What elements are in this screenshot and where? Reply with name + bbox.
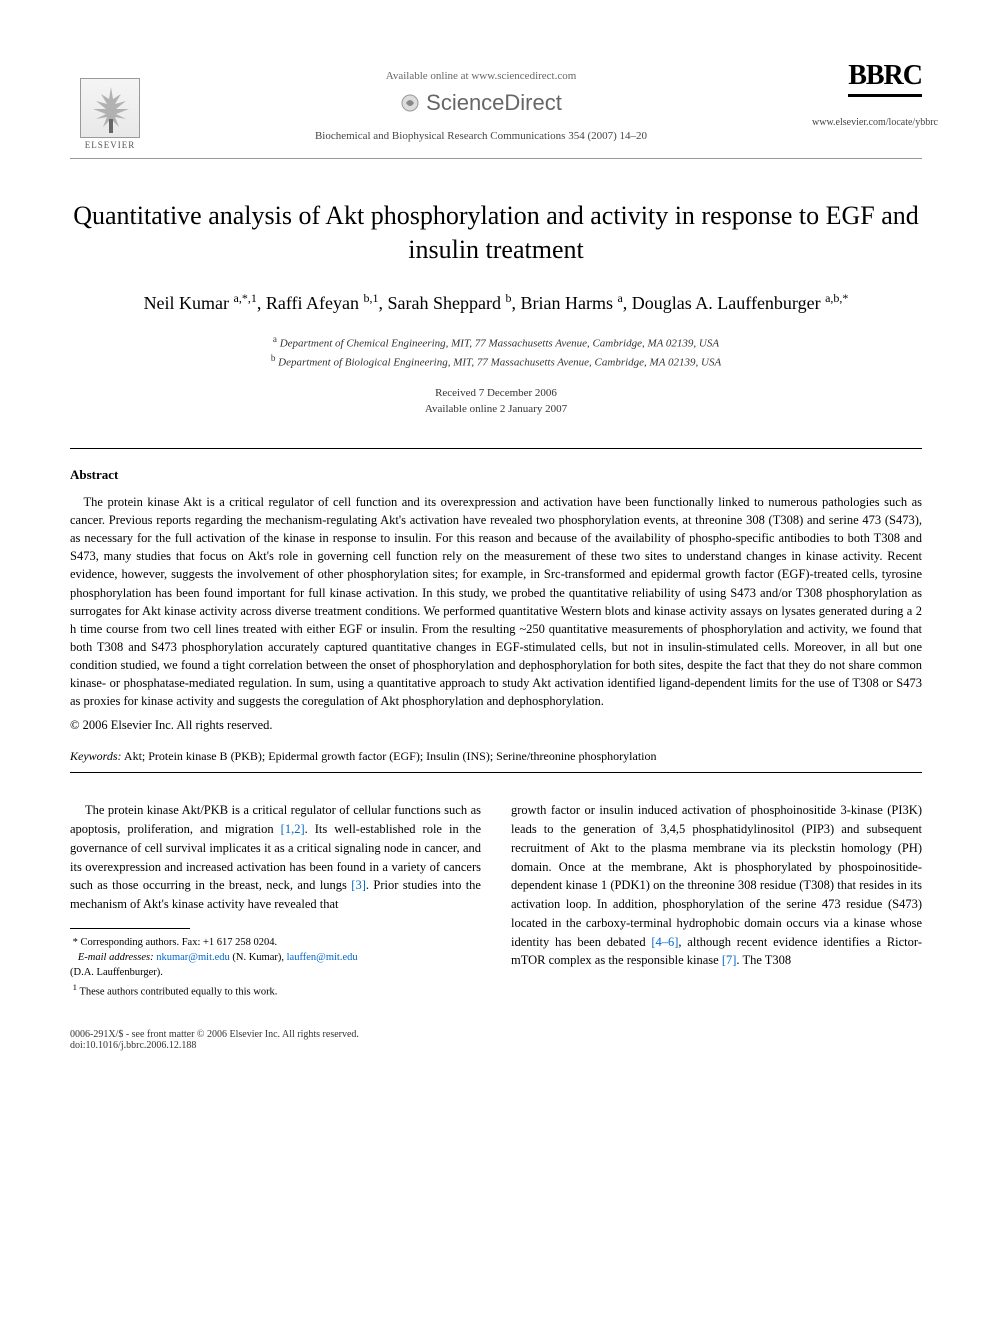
ref-link[interactable]: [3]	[351, 878, 366, 892]
left-column: The protein kinase Akt/PKB is a critical…	[70, 801, 481, 999]
affiliations: a Department of Chemical Engineering, MI…	[70, 333, 922, 371]
page-header: ELSEVIER Available online at www.science…	[70, 60, 922, 150]
email-link-1[interactable]: nkumar@mit.edu	[156, 952, 230, 963]
abstract-heading: Abstract	[70, 467, 922, 483]
affiliation-a: Department of Chemical Engineering, MIT,…	[280, 337, 719, 349]
sciencedirect-brand: ScienceDirect	[150, 90, 812, 116]
body-columns: The protein kinase Akt/PKB is a critical…	[70, 801, 922, 999]
email-label: E-mail addresses:	[78, 952, 154, 963]
center-header: Available online at www.sciencedirect.co…	[150, 60, 812, 142]
ref-link[interactable]: [4–6]	[651, 935, 678, 949]
copyright-line: © 2006 Elsevier Inc. All rights reserved…	[70, 718, 922, 733]
equal-contribution-note: These authors contributed equally to thi…	[79, 986, 277, 997]
email-link-2[interactable]: lauffen@mit.edu	[287, 952, 358, 963]
doi-line: doi:10.1016/j.bbrc.2006.12.188	[70, 1040, 359, 1051]
ref-link[interactable]: [1,2]	[281, 822, 305, 836]
journal-url: www.elsevier.com/locate/ybbrc	[812, 117, 922, 128]
article-title: Quantitative analysis of Akt phosphoryla…	[70, 199, 922, 267]
footer-left: 0006-291X/$ - see front matter © 2006 El…	[70, 1029, 359, 1051]
abstract-top-divider	[70, 448, 922, 449]
received-date: Received 7 December 2006	[70, 385, 922, 402]
online-date: Available online 2 January 2007	[70, 401, 922, 418]
available-online-text: Available online at www.sciencedirect.co…	[150, 70, 812, 82]
corresponding-author-note: Corresponding authors. Fax: +1 617 258 0…	[81, 937, 278, 948]
header-divider	[70, 158, 922, 159]
bbrc-logo-block: BBRC www.elsevier.com/locate/ybbrc	[812, 60, 922, 128]
right-column: growth factor or insulin induced activat…	[511, 801, 922, 999]
keywords-label: Keywords:	[70, 749, 122, 763]
keywords-text: Akt; Protein kinase B (PKB); Epidermal g…	[124, 749, 657, 763]
elsevier-label: ELSEVIER	[85, 140, 136, 150]
abstract-bottom-divider	[70, 772, 922, 773]
page-footer: 0006-291X/$ - see front matter © 2006 El…	[70, 1029, 922, 1051]
elsevier-logo: ELSEVIER	[70, 60, 150, 150]
email-name-1: (N. Kumar),	[232, 952, 284, 963]
journal-reference: Biochemical and Biophysical Research Com…	[150, 130, 812, 142]
elsevier-tree-icon	[80, 78, 140, 138]
author-list: Neil Kumar a,*,1, Raffi Afeyan b,1, Sara…	[70, 289, 922, 317]
sciencedirect-icon	[400, 93, 420, 113]
bbrc-text: BBRC	[848, 60, 922, 97]
article-dates: Received 7 December 2006 Available onlin…	[70, 385, 922, 418]
keywords-line: Keywords: Akt; Protein kinase B (PKB); E…	[70, 749, 922, 764]
email-name-2: (D.A. Lauffenburger).	[70, 967, 163, 978]
footnotes: * Corresponding authors. Fax: +1 617 258…	[70, 935, 481, 999]
affiliation-b: Department of Biological Engineering, MI…	[278, 356, 721, 368]
right-column-paragraph: growth factor or insulin induced activat…	[511, 801, 922, 970]
left-column-paragraph: The protein kinase Akt/PKB is a critical…	[70, 801, 481, 914]
front-matter-line: 0006-291X/$ - see front matter © 2006 El…	[70, 1029, 359, 1040]
sciencedirect-text: ScienceDirect	[426, 90, 562, 116]
ref-link[interactable]: [7]	[722, 953, 737, 967]
footnote-divider	[70, 928, 190, 929]
abstract-body: The protein kinase Akt is a critical reg…	[70, 493, 922, 711]
